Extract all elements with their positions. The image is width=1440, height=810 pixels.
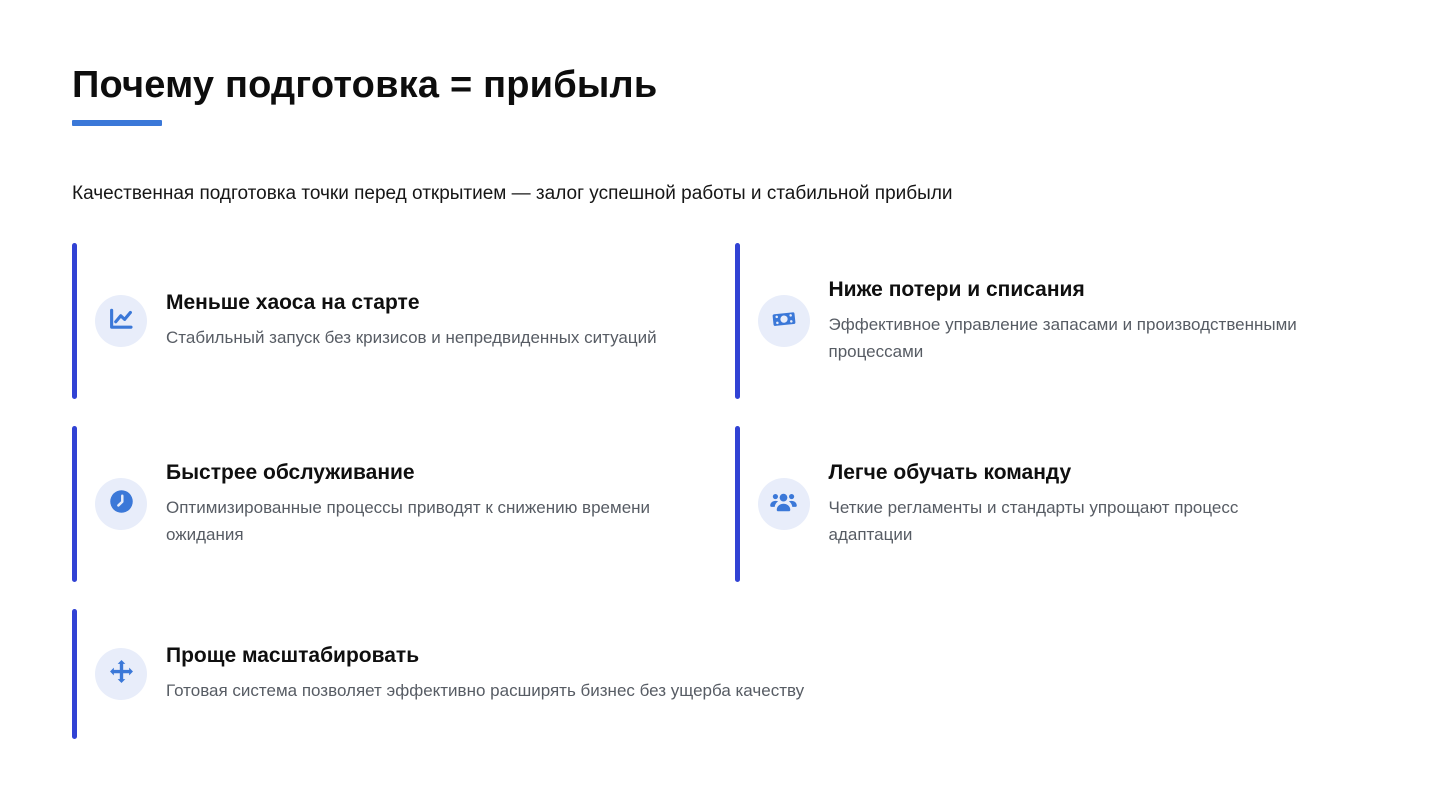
card-body: Проще масштабировать Готовая система поз… [166,644,804,704]
clock-icon [108,488,135,520]
benefit-card-less-chaos: Меньше хаоса на старте Стабильный запуск… [72,243,706,400]
icon-circle [95,295,147,348]
card-description: Оптимизированные процессы приводят к сни… [166,497,651,544]
page-title: Почему подготовка = прибыль [72,64,658,106]
card-title: Легче обучать команду [828,460,1072,484]
benefit-card-lower-losses: Ниже потери и списания Эффективное управ… [734,243,1369,400]
expand-arrows-icon [108,658,135,690]
chart-line-icon [106,304,136,339]
card-title: Проще масштабировать [166,644,420,668]
users-icon [769,487,798,521]
card-description: Четкие регламенты и стандарты упрощают п… [828,497,1239,544]
benefit-card-easier-training: Легче обучать команду Четкие регламенты … [734,426,1369,583]
icon-circle [95,648,147,701]
card-body: Легче обучать команду Четкие регламенты … [829,461,1239,548]
slide: Почему подготовка = прибыль Качественная… [72,64,1369,740]
icon-circle [757,478,810,531]
card-body: Быстрее обслуживание Оптимизированные пр… [166,461,650,548]
benefit-card-faster-service: Быстрее обслуживание Оптимизированные пр… [72,426,706,583]
card-body: Меньше хаоса на старте Стабильный запуск… [166,291,657,351]
card-body: Ниже потери и списания Эффективное управ… [829,278,1297,365]
page-subtitle: Качественная подготовка точки перед откр… [72,182,953,204]
icon-circle [757,295,810,348]
money-bill-icon [769,304,799,339]
card-description: Готовая система позволяет эффективно рас… [166,681,805,701]
card-title: Ниже потери и списания [828,277,1085,301]
benefits-grid: Меньше хаоса на старте Стабильный запуск… [72,243,1369,740]
benefit-card-easier-scaling: Проще масштабировать Готовая система поз… [72,609,1368,740]
card-description: Стабильный запуск без кризисов и непредв… [166,328,657,348]
card-title: Меньше хаоса на старте [166,291,420,315]
card-description: Эффективное управление запасами и произв… [828,314,1297,361]
icon-circle [95,478,147,531]
card-title: Быстрее обслуживание [166,460,415,484]
title-underline-accent [72,119,162,126]
